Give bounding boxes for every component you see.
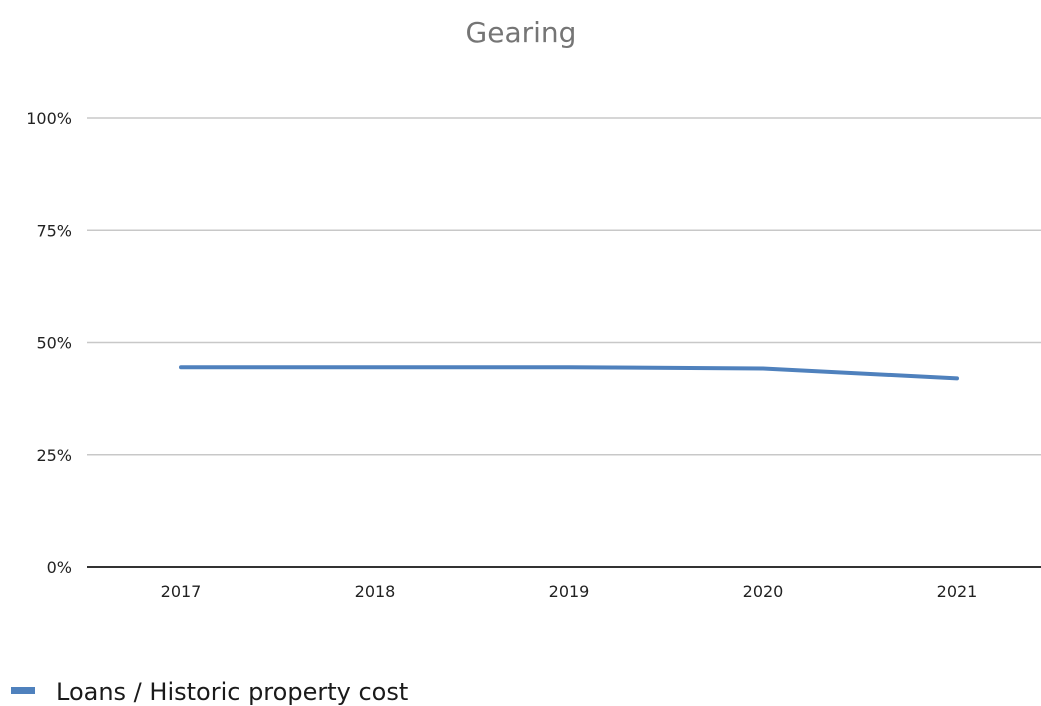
y-tick-label: 0%	[47, 558, 72, 577]
x-tick-label: 2021	[937, 582, 978, 601]
legend: Loans / Historic property cost	[11, 678, 408, 706]
legend-swatch	[11, 687, 35, 694]
y-tick-label: 100%	[26, 109, 72, 128]
y-tick-label: 25%	[36, 446, 72, 465]
y-axis-ticks: 0% 25% 50% 75% 100%	[26, 109, 72, 577]
x-tick-label: 2018	[355, 582, 396, 601]
y-tick-label: 75%	[36, 221, 72, 240]
y-tick-label: 50%	[36, 334, 72, 353]
chart-title: Gearing	[466, 16, 577, 49]
x-tick-label: 2019	[549, 582, 590, 601]
gridlines	[87, 117, 1041, 568]
x-axis-ticks: 2017 2018 2019 2020 2021	[161, 582, 978, 601]
x-tick-label: 2017	[161, 582, 202, 601]
series-lines	[179, 365, 959, 381]
legend-label: Loans / Historic property cost	[56, 678, 408, 706]
x-tick-label: 2020	[743, 582, 784, 601]
series-line	[179, 365, 959, 381]
